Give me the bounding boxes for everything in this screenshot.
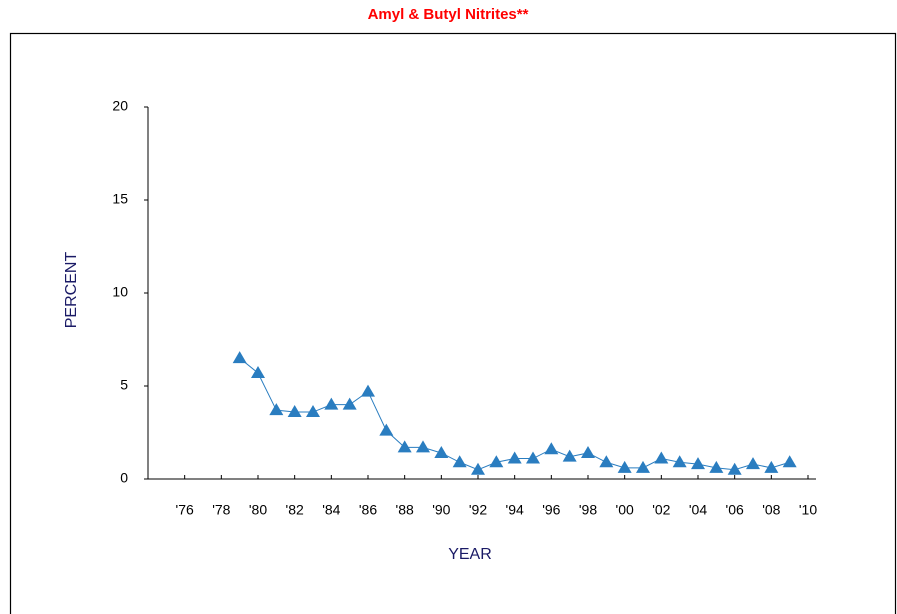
x-tick-label: '94 (506, 502, 524, 518)
data-point (471, 462, 485, 475)
chart-title: Amyl & Butyl Nitrites** (368, 6, 529, 23)
data-point (452, 455, 467, 468)
x-tick-label: '92 (469, 502, 487, 518)
data-point (306, 405, 320, 418)
x-tick-label: '06 (726, 502, 744, 518)
x-tick-label: '82 (286, 502, 304, 518)
x-tick-label: '78 (212, 502, 230, 518)
x-tick-label: '98 (579, 502, 597, 518)
data-point (727, 462, 742, 475)
x-tick-label: '86 (359, 502, 377, 518)
x-axis-label: YEAR (448, 546, 492, 563)
data-point (654, 451, 669, 464)
data-point (691, 457, 705, 470)
data-point (507, 451, 522, 464)
data-point (342, 397, 357, 410)
data-point (232, 351, 247, 364)
data-point (764, 460, 779, 473)
data-point (544, 442, 559, 455)
data-point (287, 405, 302, 418)
y-tick-label: 0 (120, 470, 128, 486)
chart-border (9, 32, 897, 614)
data-point (251, 365, 265, 378)
data-point (397, 440, 412, 453)
data-point (782, 455, 797, 468)
data-point (581, 445, 595, 458)
y-tick-label: 5 (120, 377, 128, 393)
y-tick-label: 15 (112, 191, 128, 207)
x-tick-label: '04 (689, 502, 707, 518)
data-point (562, 449, 577, 462)
data-point (617, 460, 632, 473)
x-tick-label: '80 (249, 502, 267, 518)
x-tick-label: '10 (799, 502, 817, 518)
x-tick-label: '76 (176, 502, 194, 518)
data-point (489, 455, 504, 468)
data-point (361, 384, 375, 397)
data-point (526, 451, 540, 464)
y-axis-label: PERCENT (63, 252, 80, 329)
data-point (599, 455, 614, 468)
y-tick-label: 20 (112, 98, 128, 114)
data-point (672, 455, 687, 468)
y-tick-label: 10 (112, 284, 128, 300)
data-point (746, 457, 760, 470)
data-point (636, 460, 650, 473)
x-tick-label: '08 (762, 502, 780, 518)
data-point (434, 445, 449, 458)
x-tick-label: '96 (542, 502, 560, 518)
data-point (709, 460, 724, 473)
x-tick-label: '84 (322, 502, 340, 518)
x-tick-label: '02 (652, 502, 670, 518)
x-tick-label: '88 (396, 502, 414, 518)
data-point (269, 403, 284, 416)
data-point (416, 440, 430, 453)
x-tick-label: '90 (432, 502, 450, 518)
x-tick-label: '00 (616, 502, 634, 518)
data-point (379, 423, 394, 436)
data-point (324, 397, 339, 410)
